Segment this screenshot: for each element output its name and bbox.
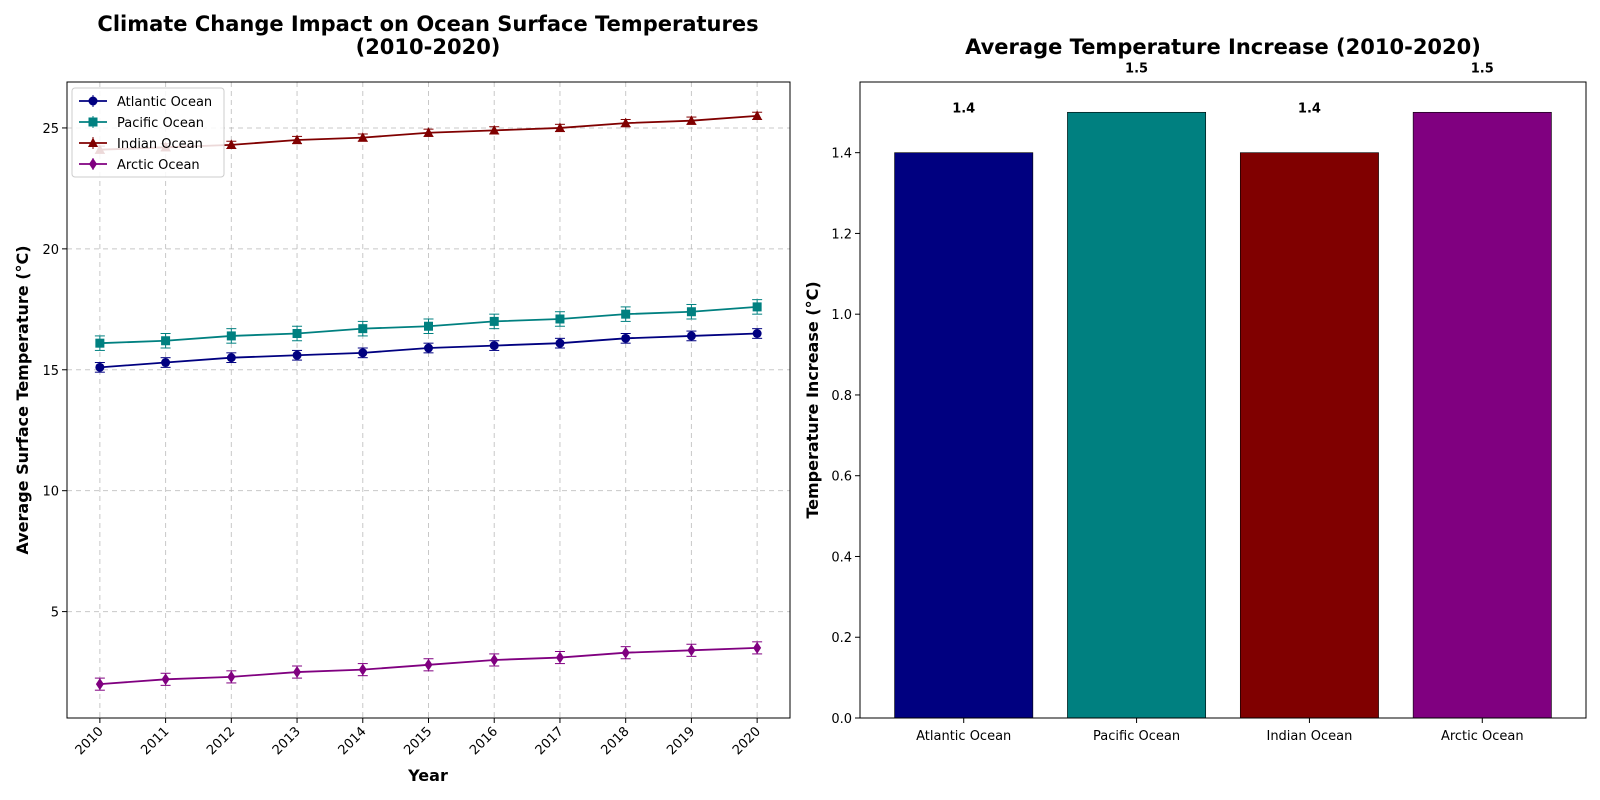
data-point-indian-ocean-2017 — [554, 122, 565, 132]
bar-arctic-ocean — [1412, 111, 1552, 719]
y-tick-label-20: 20 — [42, 243, 59, 258]
data-point-atlantic-ocean-2019 — [686, 331, 696, 341]
y-tick-label-1.0: 1.0 — [831, 308, 852, 323]
data-point-atlantic-ocean-2011 — [161, 358, 171, 368]
data-point-indian-ocean-2014 — [357, 132, 368, 142]
data-point-atlantic-ocean-2020 — [752, 328, 762, 338]
legend-item-atlantic-ocean: Atlantic Ocean — [79, 95, 212, 110]
x-tick-label-atlantic-ocean: Atlantic Ocean — [916, 729, 1011, 744]
y-tick-label-5: 5 — [51, 606, 59, 621]
data-label-pacific-ocean: 1.5 — [1125, 61, 1148, 76]
data-point-arctic-ocean-2013 — [293, 666, 302, 679]
data-point-pacific-ocean-2018 — [621, 309, 631, 319]
data-point-atlantic-ocean-2016 — [489, 341, 499, 351]
data-point-arctic-ocean-2017 — [555, 651, 564, 664]
legend-marker-arctic-ocean — [89, 158, 97, 170]
data-point-indian-ocean-2012 — [226, 139, 237, 149]
x-tick-label-pacific-ocean: Pacific Ocean — [1093, 729, 1180, 744]
legend-label-pacific-ocean: Pacific Ocean — [117, 116, 204, 131]
line-chart-y-ticks: 5 10 15 20 25 — [42, 122, 67, 621]
data-point-indian-ocean-2019 — [686, 115, 697, 125]
series-atlantic-ocean — [94, 328, 763, 373]
legend-label-arctic-ocean: Arctic Ocean — [117, 158, 200, 173]
data-label-indian-ocean: 1.4 — [1298, 102, 1321, 117]
data-point-indian-ocean-2016 — [489, 124, 500, 135]
data-point-indian-ocean-2018 — [620, 117, 631, 128]
data-point-atlantic-ocean-2015 — [424, 343, 433, 353]
legend-marker-indian-ocean — [88, 137, 98, 147]
legend-label-indian-ocean: Indian Ocean — [117, 137, 203, 152]
data-point-arctic-ocean-2014 — [358, 663, 367, 676]
y-tick-label-0.0: 0.0 — [831, 712, 852, 727]
line-chart-x-axis-label: Year — [407, 766, 448, 785]
series-arctic-ocean — [94, 641, 763, 691]
data-point-pacific-ocean-2013 — [292, 328, 302, 338]
bar-chart: Average Temperature Increase (2010-2020)… — [803, 35, 1587, 744]
data-point-pacific-ocean-2016 — [489, 316, 499, 326]
data-point-indian-ocean-2020 — [752, 110, 763, 120]
data-point-atlantic-ocean-2017 — [555, 338, 565, 348]
data-point-atlantic-ocean-2014 — [358, 348, 368, 358]
data-point-indian-ocean-2015 — [423, 127, 434, 137]
bar-chart-axes-frame — [859, 81, 1587, 719]
line-chart-title-line2: (2010-2020) — [356, 35, 501, 59]
series-pacific-ocean — [94, 299, 763, 351]
legend-item-arctic-ocean: Arctic Ocean — [79, 158, 200, 173]
y-tick-label-0.2: 0.2 — [831, 631, 852, 646]
data-label-atlantic-ocean: 1.4 — [952, 102, 975, 117]
legend-marker-pacific-ocean — [88, 117, 98, 127]
y-tick-label-15: 15 — [42, 364, 59, 379]
y-tick-label-1.4: 1.4 — [831, 147, 852, 162]
y-tick-label-1.2: 1.2 — [831, 227, 852, 242]
data-point-arctic-ocean-2018 — [621, 646, 630, 659]
data-point-atlantic-ocean-2013 — [292, 350, 302, 360]
line-chart-y-axis-label: Average Surface Temperature (°C) — [13, 245, 32, 554]
bar-pacific-ocean — [1067, 111, 1207, 719]
bar-chart-plot-area — [894, 111, 1552, 719]
bar-atlantic-ocean — [894, 152, 1034, 719]
data-point-pacific-ocean-2011 — [161, 336, 171, 346]
data-point-pacific-ocean-2012 — [226, 331, 236, 341]
data-point-pacific-ocean-2017 — [555, 314, 565, 324]
line-chart-gridlines — [67, 82, 790, 718]
legend-item-pacific-ocean: Pacific Ocean — [79, 116, 204, 131]
data-point-arctic-ocean-2010 — [95, 678, 104, 691]
bar-chart-data-labels: 1.4 1.5 1.4 1.5 — [952, 61, 1494, 116]
y-tick-label-10: 10 — [42, 485, 59, 500]
line-chart-title-line1: Climate Change Impact on Ocean Surface T… — [97, 12, 758, 36]
data-point-arctic-ocean-2015 — [424, 658, 433, 671]
data-label-arctic-ocean: 1.5 — [1471, 61, 1494, 76]
y-tick-label-0.4: 0.4 — [831, 550, 852, 565]
y-tick-label-25: 25 — [42, 122, 59, 137]
data-point-pacific-ocean-2010 — [95, 338, 105, 348]
data-point-arctic-ocean-2020 — [753, 641, 762, 654]
legend-marker-atlantic-ocean — [88, 96, 98, 106]
data-point-pacific-ocean-2015 — [424, 321, 433, 331]
data-point-arctic-ocean-2019 — [687, 644, 696, 657]
data-point-atlantic-ocean-2010 — [95, 362, 105, 372]
data-point-indian-ocean-2013 — [292, 134, 303, 145]
legend-box — [71, 87, 225, 178]
bar-chart-y-ticks: 0.0 0.2 0.4 0.6 0.8 1.0 1.2 1.4 — [831, 147, 860, 727]
legend-item-indian-ocean: Indian Ocean — [79, 137, 203, 152]
data-point-atlantic-ocean-2018 — [621, 333, 631, 343]
data-point-pacific-ocean-2014 — [358, 324, 368, 334]
data-point-arctic-ocean-2016 — [490, 653, 499, 666]
y-tick-label-0.6: 0.6 — [831, 470, 852, 485]
bar-indian-ocean — [1239, 152, 1379, 719]
legend-label-atlantic-ocean: Atlantic Ocean — [117, 95, 212, 110]
x-tick-label-indian-ocean: Indian Ocean — [1266, 729, 1352, 744]
x-tick-label-arctic-ocean: Arctic Ocean — [1441, 729, 1524, 744]
bar-chart-title: Average Temperature Increase (2010-2020) — [965, 35, 1481, 59]
data-point-arctic-ocean-2011 — [161, 673, 170, 686]
bar-chart-x-ticks: Atlantic Ocean Pacific Ocean Indian Ocean A… — [916, 718, 1524, 744]
line-chart-legend: Atlantic Ocean Pacific Ocean Indian Ocean A… — [71, 87, 225, 178]
data-point-arctic-ocean-2012 — [227, 670, 236, 683]
data-point-pacific-ocean-2019 — [686, 307, 696, 317]
y-tick-label-0.8: 0.8 — [831, 389, 852, 404]
data-point-pacific-ocean-2020 — [752, 302, 762, 312]
data-point-atlantic-ocean-2012 — [226, 353, 236, 363]
bar-chart-y-axis-label: Temperature Increase (°C) — [803, 281, 822, 518]
